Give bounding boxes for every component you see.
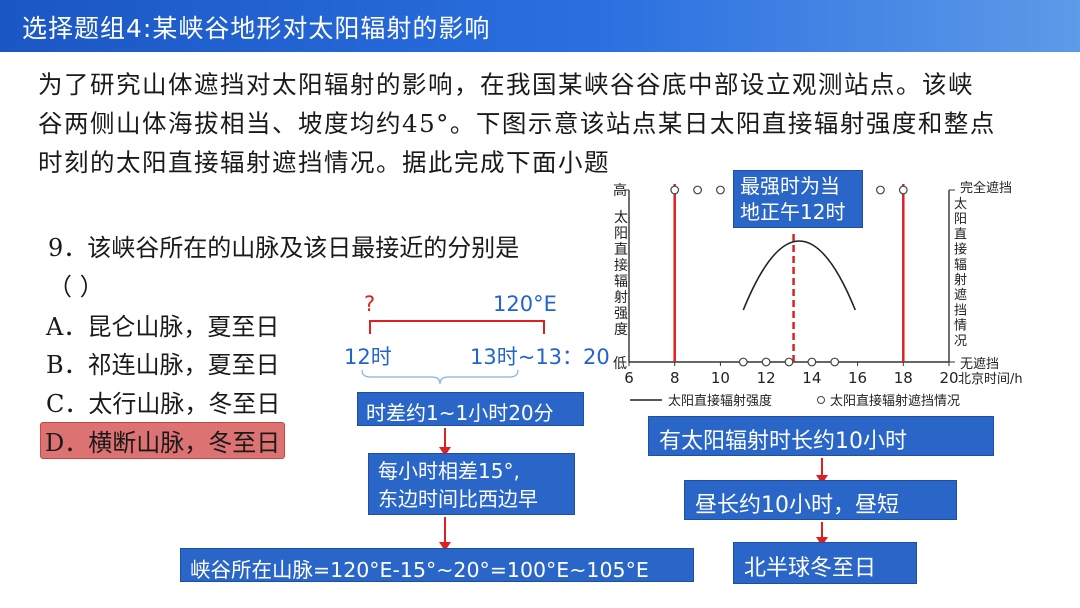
arrow-4 xyxy=(816,522,828,546)
option-a[interactable]: A．昆仑山脉，夏至日 xyxy=(46,313,280,341)
left-axis-label: 太阳直接辐射强度 xyxy=(614,210,628,338)
right-axis-top: 完全遮挡 xyxy=(960,180,1012,196)
left-ylabel-char: 辐 xyxy=(614,274,628,290)
x-tick-label-20: 20 xyxy=(939,369,958,387)
right-ylabel-char: 辐 xyxy=(954,258,967,273)
right-axis-label: 太阳直接辐射遮挡情况 xyxy=(954,197,967,349)
arrow-1 xyxy=(439,428,451,456)
blocked-dot-17 xyxy=(876,185,885,195)
noon-callout: 最强时为当 地正午12时 xyxy=(733,170,863,228)
right-ylabel-char: 况 xyxy=(954,334,967,349)
per-hour-line-2: 东边时间比西边早 xyxy=(378,487,538,511)
unblocked-dot-15 xyxy=(830,357,840,367)
title-bar: 选择题组4:某峡谷地形对太阳辐射的影响 xyxy=(0,0,1080,52)
daylength-box: 昼长约10小时，昼短 xyxy=(684,480,957,520)
noon-callout-line-1: 最强时为当 xyxy=(740,174,840,198)
unblocked-dot-12 xyxy=(761,357,771,367)
right-ylabel-char: 射 xyxy=(954,272,967,288)
intro-line-3: 时刻的太阳直接辐射遮挡情况。据此完成下面小题 xyxy=(38,148,610,177)
x-tick-label-18: 18 xyxy=(894,369,913,387)
time-12: 12时 xyxy=(344,345,392,369)
intro-line-2: 谷两侧山体海拔相当、坡度均约45°。下图示意该站点某日太阳直接辐射强度和整点 xyxy=(38,109,996,138)
solstice-box: 北半球冬至日 xyxy=(733,542,917,584)
option-d-highlighted[interactable]: D．横断山脉，冬至日 xyxy=(40,422,286,459)
option-b[interactable]: B．祁连山脉，夏至日 xyxy=(46,351,280,379)
x-tick-label-8: 8 xyxy=(670,369,680,387)
left-ylabel-char: 接 xyxy=(614,257,628,274)
x-tick-labels: 6 8 10 12 14 16 18 20 xyxy=(624,369,958,387)
x-axis-label: 北京时间/h xyxy=(958,372,1023,387)
time-13: 13时~13：20 xyxy=(470,345,610,369)
right-ylabel-char: 接 xyxy=(954,242,967,258)
question-stem: 9．该峡谷所在的山脉及该日最接近的分别是 xyxy=(48,234,520,262)
duration-box: 有太阳辐射时长约10小时 xyxy=(648,416,994,456)
left-ylabel-char: 强 xyxy=(614,306,628,322)
left-axis-high: 高 xyxy=(613,182,627,199)
time-difference-box: 时差约1~1小时20分 xyxy=(357,392,584,426)
unblocked-dot-14 xyxy=(807,357,817,367)
blocked-dot-10 xyxy=(716,185,725,195)
x-tick-label-14: 14 xyxy=(802,369,821,387)
radiation-chart: 高 低 太阳直接辐射强度 完全遮挡 无遮挡 太阳直接辐射遮挡情况 6 8 10 12 1… xyxy=(613,180,1023,409)
right-ylabel-char: 阳 xyxy=(954,212,967,227)
arrow-2 xyxy=(439,517,451,551)
red-bracket xyxy=(369,320,545,334)
left-ylabel-char: 直 xyxy=(614,241,628,258)
legend-dots-label: 太阳直接辐射遮挡情况 xyxy=(830,393,960,409)
right-ylabel-char: 遮 xyxy=(954,287,967,303)
arrow-3 xyxy=(816,458,828,484)
right-ylabel-char: 情 xyxy=(954,319,967,334)
left-ylabel-char: 太 xyxy=(614,210,628,226)
longitude-120: 120°E xyxy=(493,292,557,316)
left-ylabel-char: 阳 xyxy=(614,226,628,242)
page-title: 选择题组4:某峡谷地形对太阳辐射的影响 xyxy=(22,14,491,43)
left-ylabel-char: 射 xyxy=(614,290,628,306)
right-ylabel-char: 挡 xyxy=(954,303,967,318)
blue-brace xyxy=(361,369,519,385)
right-ylabel-char: 直 xyxy=(954,227,967,242)
per-hour-box: 每小时相差15°, 东边时间比西边早 xyxy=(368,453,575,515)
right-ylabel-char: 太 xyxy=(954,197,967,212)
option-c[interactable]: C．太行山脉，冬至日 xyxy=(46,390,281,418)
unblocked-dot-13 xyxy=(784,357,794,367)
blocked-dot-18 xyxy=(898,185,908,195)
unblocked-dot-11 xyxy=(738,357,748,367)
longitude-result-box: 峡谷所在山脉=120°E-15°~20°=100°E~105°E xyxy=(180,548,694,582)
unknown-longitude-mark: ? xyxy=(364,292,376,316)
left-ylabel-char: 度 xyxy=(614,322,628,338)
answer-paren: （ ） xyxy=(48,273,104,301)
legend-line-label: 太阳直接辐射强度 xyxy=(668,393,772,409)
left-axis-low: 低 xyxy=(613,356,627,372)
x-tick-label-12: 12 xyxy=(757,369,776,387)
legend-dot-swatch xyxy=(817,396,825,404)
intro-line-1: 为了研究山体遮挡对太阳辐射的影响，在我国某峡谷谷底中部设立观测站点。该峡 xyxy=(38,70,974,99)
blocked-dot-8 xyxy=(670,185,680,195)
per-hour-line-1: 每小时相差15°, xyxy=(378,459,520,483)
x-tick-label-6: 6 xyxy=(624,369,634,387)
noon-callout-line-2: 地正午12时 xyxy=(740,200,846,224)
x-tick-label-10: 10 xyxy=(711,369,730,387)
blocked-dot-9 xyxy=(693,185,702,195)
radiation-curve xyxy=(742,240,857,311)
x-tick-label-16: 16 xyxy=(848,369,867,387)
right-axis-bottom: 无遮挡 xyxy=(960,356,999,372)
